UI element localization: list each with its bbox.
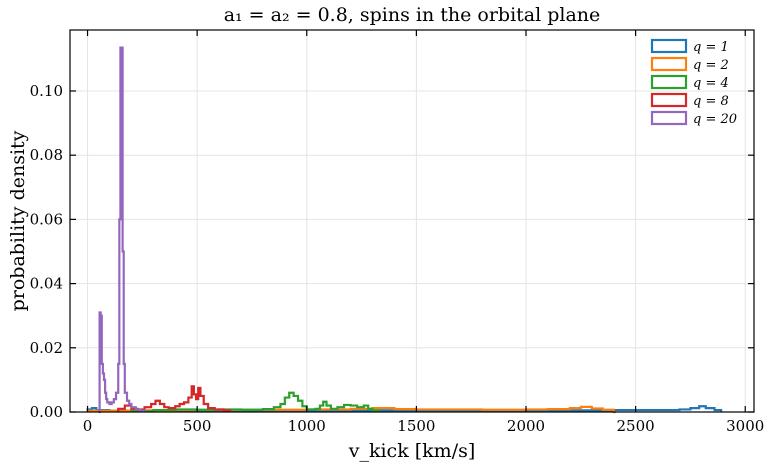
y-tick-label: 0.04: [30, 275, 63, 293]
x-tick-label: 500: [183, 417, 212, 435]
x-tick-label: 3000: [726, 417, 764, 435]
legend-swatch: [650, 92, 688, 108]
chart-title: a₁ = a₂ = 0.8, spins in the orbital plan…: [224, 4, 601, 26]
x-axis-title: v_kick [km/s]: [348, 440, 476, 462]
legend-label: q = 8: [693, 94, 729, 109]
y-tick-label: 0.10: [30, 82, 63, 100]
x-tick-label: 2500: [617, 417, 655, 435]
legend-label: q = 2: [693, 58, 729, 73]
x-tick-label: 1000: [288, 417, 326, 435]
legend-swatch: [650, 110, 688, 126]
legend-label: q = 1: [693, 40, 729, 55]
series-q20-line: [98, 46, 146, 414]
y-tick-label: 0.02: [30, 339, 63, 357]
plot-frame: [69, 29, 755, 413]
legend: q = 1 q = 2 q = 4 q = 8 q = 20: [650, 38, 737, 127]
y-tick-label: 0.08: [30, 146, 63, 164]
legend-label: q = 4: [693, 76, 729, 91]
y-tick-label: 0.00: [30, 403, 63, 421]
series-q8-line: [117, 385, 232, 412]
legend-swatch: [650, 74, 688, 90]
legend-label: q = 20: [693, 112, 737, 127]
y-axis-title: probability density: [7, 130, 29, 311]
x-tick-label: 2000: [507, 417, 545, 435]
legend-swatch: [650, 56, 688, 72]
x-tick-label: 0: [83, 417, 93, 435]
x-tick-label: 1500: [397, 417, 435, 435]
ticks: 0 500 1000 1500 2000 2500 3000 0.00 0.02 0.04 0.06…: [30, 30, 764, 435]
y-tick-label: 0.06: [30, 210, 63, 228]
legend-swatch: [650, 38, 688, 54]
